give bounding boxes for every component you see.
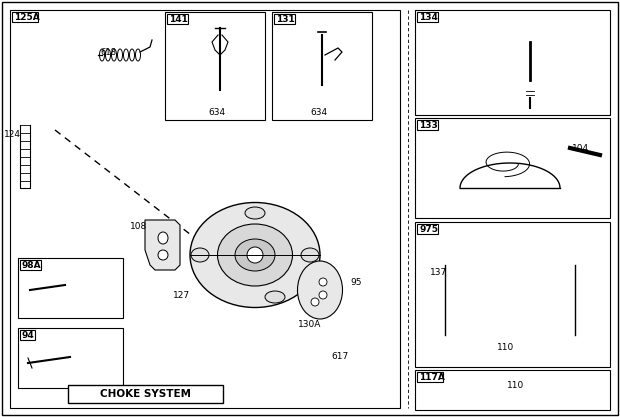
Circle shape — [341, 281, 349, 289]
Ellipse shape — [525, 28, 535, 35]
Text: 634: 634 — [208, 108, 225, 117]
Text: 975: 975 — [419, 225, 438, 234]
Text: 131: 131 — [276, 15, 294, 24]
Bar — [20, 330, 35, 340]
Ellipse shape — [460, 258, 560, 272]
Bar — [272, 12, 372, 120]
Circle shape — [485, 395, 495, 405]
Text: 141: 141 — [169, 15, 188, 24]
Ellipse shape — [315, 27, 329, 37]
Text: 133: 133 — [419, 121, 438, 130]
Ellipse shape — [187, 299, 203, 311]
Ellipse shape — [326, 316, 364, 344]
Ellipse shape — [445, 296, 575, 304]
Ellipse shape — [181, 295, 209, 315]
Ellipse shape — [317, 309, 373, 351]
Ellipse shape — [191, 248, 209, 262]
Bar — [274, 14, 294, 24]
Bar — [417, 120, 438, 130]
Text: 130A: 130A — [298, 320, 321, 329]
Text: 108: 108 — [130, 222, 148, 231]
Text: 124: 124 — [4, 130, 21, 139]
Ellipse shape — [235, 239, 275, 271]
Text: 110: 110 — [507, 381, 525, 390]
Text: CHOKE SYSTEM: CHOKE SYSTEM — [99, 389, 190, 399]
Bar — [18, 258, 123, 318]
Ellipse shape — [460, 328, 560, 342]
Bar — [415, 10, 610, 115]
Ellipse shape — [319, 278, 327, 286]
Ellipse shape — [525, 76, 535, 94]
Ellipse shape — [211, 95, 229, 106]
Bar — [415, 370, 610, 410]
Text: 137: 137 — [430, 268, 447, 277]
Bar — [12, 12, 38, 22]
Text: 617: 617 — [331, 352, 348, 361]
Ellipse shape — [317, 97, 327, 103]
Ellipse shape — [319, 291, 327, 299]
Bar — [167, 14, 187, 24]
Bar — [417, 372, 443, 382]
Ellipse shape — [298, 261, 342, 319]
Ellipse shape — [474, 344, 486, 351]
Ellipse shape — [216, 97, 224, 103]
Bar — [415, 118, 610, 218]
Text: 98A: 98A — [22, 261, 42, 270]
Text: 125A: 125A — [14, 13, 40, 22]
Circle shape — [337, 277, 353, 293]
Bar — [165, 12, 265, 120]
Bar — [20, 260, 40, 270]
Bar — [10, 10, 400, 408]
Bar — [417, 12, 438, 22]
Polygon shape — [145, 220, 180, 270]
Ellipse shape — [158, 250, 168, 260]
Bar — [18, 328, 123, 388]
Ellipse shape — [484, 382, 496, 389]
Ellipse shape — [245, 207, 265, 219]
Bar — [415, 222, 610, 367]
Ellipse shape — [218, 224, 293, 286]
Text: 110: 110 — [497, 343, 514, 352]
Ellipse shape — [469, 340, 491, 354]
Ellipse shape — [311, 298, 319, 306]
Ellipse shape — [460, 297, 560, 302]
Text: eReplacementParts.com: eReplacementParts.com — [194, 254, 346, 266]
Ellipse shape — [313, 95, 331, 106]
Ellipse shape — [445, 316, 575, 324]
Circle shape — [247, 247, 263, 263]
Ellipse shape — [479, 378, 501, 392]
Ellipse shape — [445, 254, 575, 276]
Ellipse shape — [265, 291, 285, 303]
Text: 134: 134 — [419, 13, 438, 22]
Text: 127: 127 — [173, 291, 190, 300]
Text: 104: 104 — [572, 144, 589, 153]
Text: 94: 94 — [22, 331, 35, 340]
Text: 634: 634 — [310, 108, 327, 117]
Ellipse shape — [445, 324, 575, 346]
Text: 618: 618 — [100, 48, 116, 57]
Ellipse shape — [158, 232, 168, 244]
Ellipse shape — [523, 33, 538, 43]
Bar — [417, 224, 438, 234]
Ellipse shape — [594, 151, 606, 159]
Text: 117A: 117A — [419, 373, 445, 382]
Ellipse shape — [460, 317, 560, 322]
Ellipse shape — [301, 248, 319, 262]
Ellipse shape — [190, 203, 320, 307]
Bar — [68, 385, 223, 403]
Text: 95: 95 — [350, 278, 361, 287]
